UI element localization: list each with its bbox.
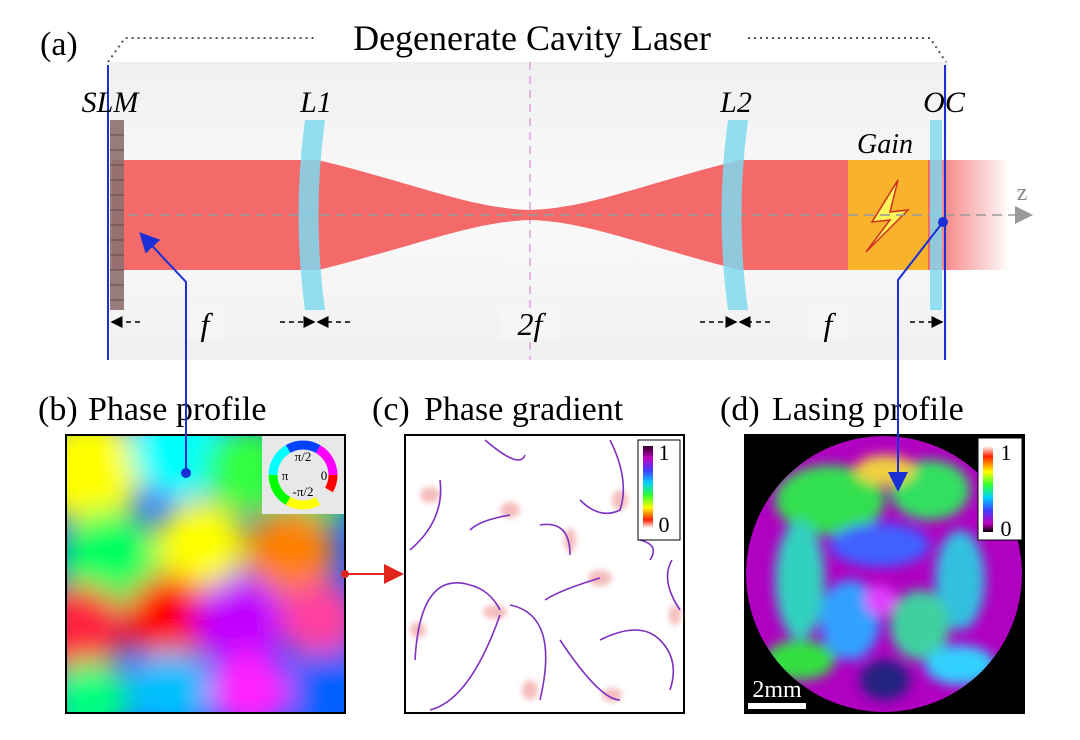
panel-a-title: Degenerate Cavity Laser (353, 18, 711, 58)
label-l2: L2 (719, 86, 752, 119)
red-arrow-dot (341, 570, 349, 578)
phase-pointer-dot (181, 468, 191, 478)
colorbar-d (983, 446, 993, 532)
colorwheel-right: 0 (321, 468, 328, 483)
panel-a: (a) Degenerate Cavity Laser SLM (40, 18, 1033, 360)
slm-pixels (110, 134, 124, 301)
colorwheel-seg-green (268, 440, 338, 510)
connectors (139, 217, 948, 584)
colorwheel-seg-yellow (268, 440, 338, 510)
slm-device (110, 120, 124, 310)
panel-a-tag: (a) (40, 26, 78, 63)
panel-c-title: Phase gradient (424, 391, 624, 428)
label-gain: Gain (857, 129, 913, 160)
panel-b: (b) Phase profile (38, 391, 346, 714)
panel-d: (d) Lasing profile 1 0 2 (720, 391, 1025, 714)
colorwheel-seg-blue (268, 440, 338, 510)
panel-c: (c) Phase gradient (372, 391, 685, 714)
colorbar-d-min: 0 (1001, 516, 1012, 541)
gradient-blobs (410, 487, 681, 702)
label-oc: OC (923, 86, 966, 119)
panel-c-tag: (c) (372, 391, 410, 428)
gradient-curves (409, 439, 681, 711)
panel-d-title: Lasing profile (772, 391, 964, 428)
colorwheel-seg-magenta (268, 440, 338, 510)
lens-l1 (298, 120, 325, 310)
lens-l2 (721, 120, 748, 310)
oc-pointer-dot (938, 217, 948, 227)
bracket-left (107, 37, 315, 63)
colorwheel-left: π (282, 468, 289, 483)
scalebar-label: 2mm (752, 677, 802, 703)
colorbar-d-max: 1 (1001, 440, 1012, 465)
lightning-icon (865, 179, 911, 253)
dist-bg-mid (500, 308, 560, 338)
panel-d-tag: (d) (720, 391, 760, 428)
oc-to-lasing-pointer (888, 221, 944, 492)
slm-to-phase-pointer (139, 232, 187, 473)
label-l1: L1 (299, 86, 332, 119)
colorwheel-bottom: -π/2 (292, 484, 313, 499)
distance-middle: 2f (518, 306, 547, 342)
colorwheel-top: π/2 (295, 449, 312, 464)
panel-b-title: Phase profile (88, 391, 266, 428)
bracket-right (748, 37, 947, 63)
scalebar (748, 703, 806, 709)
dist-bg-right (808, 308, 848, 338)
label-z-axis: z (1017, 180, 1028, 206)
lasing-map (746, 436, 1022, 712)
panel-b-tag: (b) (38, 391, 78, 428)
lasing-map-frame (744, 434, 1025, 714)
colorbar-c (643, 446, 653, 528)
label-slm: SLM (82, 86, 141, 119)
dist-bg-left (185, 308, 225, 338)
output-coupler (930, 120, 942, 310)
colorbar-c-min: 0 (659, 512, 670, 537)
colorbar-c-max: 1 (659, 440, 670, 465)
